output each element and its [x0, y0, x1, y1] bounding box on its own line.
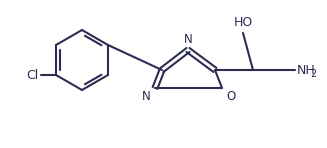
Text: Cl: Cl [26, 69, 38, 82]
Text: N: N [184, 33, 192, 46]
Text: HO: HO [233, 16, 253, 29]
Text: NH: NH [297, 63, 316, 77]
Text: N: N [142, 90, 151, 103]
Text: O: O [226, 90, 235, 103]
Text: 2: 2 [310, 69, 316, 79]
